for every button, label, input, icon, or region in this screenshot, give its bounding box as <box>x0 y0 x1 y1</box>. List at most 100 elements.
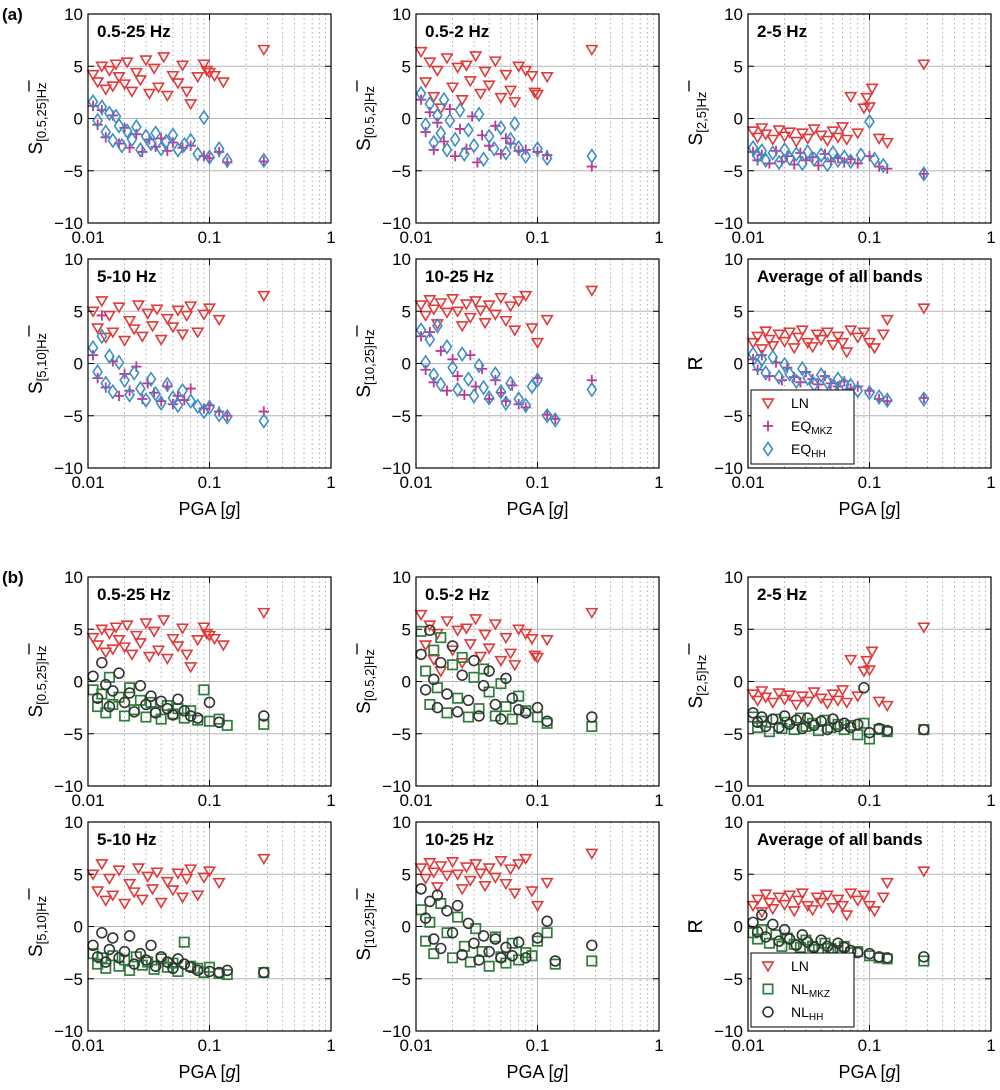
data-point <box>760 720 772 733</box>
data-point <box>106 890 120 902</box>
data-point <box>760 931 772 943</box>
data-point <box>815 147 827 163</box>
data-point <box>787 343 801 355</box>
data-point <box>778 923 791 936</box>
x-tick-label: 0.1 <box>858 228 882 247</box>
data-point <box>500 672 512 685</box>
data-point <box>864 384 875 401</box>
y-tick-label: 10 <box>392 5 411 24</box>
data-point <box>135 894 149 906</box>
data-point <box>440 307 454 319</box>
data-point <box>541 407 553 424</box>
data-point <box>586 381 598 398</box>
data-point <box>784 366 795 382</box>
y-tick-label: 5 <box>734 57 743 76</box>
data-point <box>512 936 525 948</box>
data-point <box>119 954 131 966</box>
y-axis-label-main: S <box>354 138 375 151</box>
y-axis-label: S[2,5]Hz <box>686 92 709 146</box>
data-point <box>772 329 786 341</box>
data-point <box>851 895 865 907</box>
data-point <box>478 318 492 330</box>
data-point <box>779 356 790 373</box>
data-point <box>512 859 526 871</box>
data-point <box>805 342 820 354</box>
y-tick-label: −5 <box>392 162 411 181</box>
data-point <box>880 700 894 713</box>
data-point <box>175 60 190 72</box>
data-point <box>107 950 119 962</box>
data-point <box>167 709 179 721</box>
data-point <box>151 645 166 657</box>
data-point <box>525 886 539 898</box>
data-point <box>802 370 814 387</box>
data-point <box>434 298 448 310</box>
data-point <box>456 346 468 363</box>
data-point <box>867 906 882 918</box>
y-axis-label-sub: [5,10]Hz <box>34 896 49 944</box>
data-point <box>777 336 792 349</box>
data-point <box>586 955 598 967</box>
data-point <box>100 678 112 691</box>
data-point <box>832 371 844 388</box>
data-point <box>441 927 453 939</box>
data-point <box>586 711 598 723</box>
x-tick-label: 0.1 <box>526 791 550 810</box>
data-point <box>478 66 492 78</box>
data-point <box>766 697 780 709</box>
data-point <box>121 123 133 139</box>
data-point <box>155 713 167 725</box>
x-axis-label-part: ] <box>896 1062 901 1082</box>
data-point <box>760 152 772 169</box>
y-axis-label-sub: [2,5]Hz <box>694 655 709 696</box>
data-point <box>541 927 553 939</box>
data-point <box>507 380 518 391</box>
data-point <box>145 884 160 896</box>
data-point <box>423 57 437 69</box>
data-point <box>770 929 782 941</box>
data-point <box>801 696 815 708</box>
data-point <box>585 285 599 297</box>
x-tick-label: 1 <box>326 1036 335 1055</box>
y-tick-label: −5 <box>64 970 83 989</box>
data-point <box>180 310 194 322</box>
data-point <box>767 349 779 366</box>
data-point <box>203 961 216 973</box>
series-eq-hh <box>747 113 930 182</box>
data-point <box>805 905 820 917</box>
panel-title: Average of all bands <box>757 267 923 286</box>
x-tick-label: 0.1 <box>526 1036 550 1055</box>
x-tick-label: 0.1 <box>858 1036 882 1055</box>
data-point <box>759 326 773 338</box>
data-point <box>432 107 443 124</box>
legend-label-main: NL <box>791 1004 809 1020</box>
data-point <box>865 83 879 95</box>
y-tick-label: 10 <box>64 5 83 24</box>
data-point <box>519 952 532 964</box>
y-tick-label: −10 <box>382 459 411 478</box>
data-point <box>123 878 137 891</box>
data-point <box>180 649 194 661</box>
data-point <box>117 335 132 348</box>
legend-label-main: LN <box>791 958 809 974</box>
data-point <box>500 395 512 412</box>
data-point <box>851 718 864 731</box>
y-tick-label: 0 <box>734 110 743 129</box>
data-point <box>918 951 930 963</box>
series-ln <box>414 848 599 913</box>
data-point <box>129 630 143 643</box>
data-point <box>456 669 468 681</box>
data-point <box>482 863 496 875</box>
data-point <box>103 700 116 713</box>
data-point <box>844 654 858 667</box>
data-point <box>488 872 502 884</box>
data-point <box>489 366 501 382</box>
y-tick-label: 10 <box>724 568 743 587</box>
data-point <box>873 722 885 735</box>
data-point <box>508 325 522 337</box>
x-axis-label-part: ] <box>236 1062 241 1082</box>
data-point <box>489 698 502 711</box>
data-point <box>755 123 769 135</box>
data-point <box>540 634 554 647</box>
data-point <box>500 145 512 161</box>
